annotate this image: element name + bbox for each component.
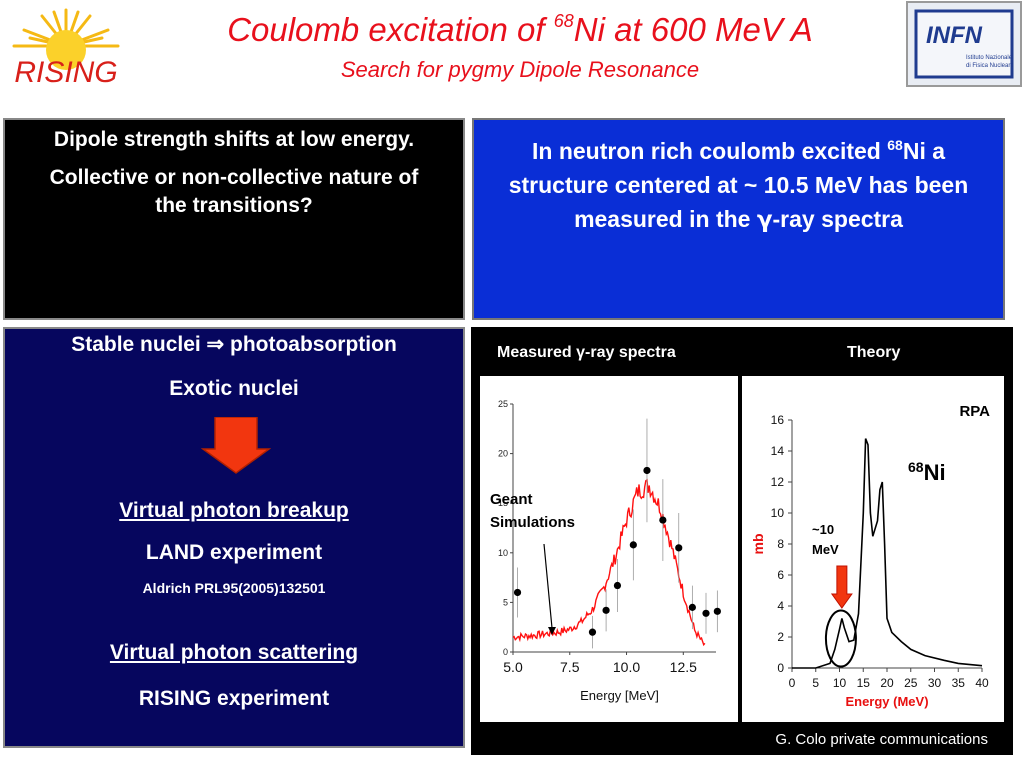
chart-title-rpa: RPA: [959, 403, 990, 420]
data-point: [659, 516, 667, 524]
x-axis-label: Energy (MeV): [845, 694, 928, 709]
y-tick-label: 5: [503, 597, 508, 607]
x-tick-label: 0: [789, 676, 796, 690]
x-tick-label: 40: [975, 676, 989, 690]
measured-spectra-header: Measured γ-ray spectra: [497, 344, 676, 361]
rpa-spectrum-chart: RPA 0 2 4 6 8 10 12 14 16 0 5 10 15 20 25 30 35 40 Energy (…: [750, 403, 990, 709]
down-arrow-icon: [201, 417, 271, 474]
y-tick-label: 0: [503, 647, 508, 657]
stable-nuclei-text: Stable nuclei ⇒ photoabsorption: [71, 333, 397, 356]
peak-annotation-line2: MeV: [812, 542, 839, 557]
geant-annotation-line2: Simulations: [490, 514, 575, 531]
sun-icon: [12, 8, 120, 70]
y-tick-label: 0: [777, 661, 784, 675]
page-title: Coulomb excitation of 68Ni at 600 MeV A: [227, 11, 813, 48]
x-tick-label: 20: [880, 676, 894, 690]
theory-header: Theory: [847, 344, 901, 361]
data-point: [513, 588, 522, 597]
y-tick-label: 20: [498, 449, 508, 459]
measured-spectrum-panel: 0 5 10 15 20 25 5.0 7.5 10.0 12.5 Energy [MeV] Gean…: [480, 376, 738, 722]
data-point: [675, 544, 683, 552]
infn-logo: INFN Istituto Nazionale di Fisica Nuclea…: [906, 1, 1022, 87]
peak-highlight-circle: [824, 609, 857, 668]
x-tick-label: 25: [904, 676, 918, 690]
x-tick-label: 5: [812, 676, 819, 690]
rising-experiment-text: RISING experiment: [138, 687, 330, 710]
data-point: [602, 606, 610, 614]
rising-logo-text: RISING: [14, 56, 117, 88]
x-tick-label: 12.5: [670, 659, 697, 675]
rising-logo: RISING: [12, 8, 120, 88]
x-tick-label: 35: [952, 676, 966, 690]
data-point: [613, 581, 622, 590]
annotation-arrowhead: [548, 627, 556, 635]
data-point: [713, 607, 721, 615]
virtual-photon-scattering-text: Virtual photon scattering: [109, 641, 359, 664]
gamma-symbol: γ: [756, 207, 773, 233]
dipole-strength-text: Dipole strength shifts at low energy.: [53, 128, 415, 151]
y-tick-label: 16: [771, 413, 785, 427]
peak-arrow-icon: [830, 565, 853, 609]
y-tick-label: 2: [777, 630, 784, 644]
virtual-photon-breakup-text: Virtual photon breakup: [119, 499, 349, 522]
y-tick-label: 10: [498, 548, 508, 558]
infn-logo-text: INFN: [926, 22, 983, 49]
exotic-nuclei-text: Exotic nuclei: [169, 377, 299, 400]
y-tick-label: 6: [777, 568, 784, 582]
page-subtitle: Search for pygmy Dipole Resonance: [340, 57, 700, 82]
x-tick-label: 30: [928, 676, 942, 690]
dipole-strength-box: Dipole strength shifts at low energy. Co…: [3, 118, 465, 320]
peak-annotation-line1: ~10: [812, 522, 834, 537]
data-point: [629, 541, 637, 549]
x-tick-label: 15: [857, 676, 871, 690]
y-tick-label: 12: [771, 475, 785, 489]
collective-question-text: Collective or non-collective nature of t…: [49, 166, 419, 217]
nucleus-label: 68Ni: [908, 459, 946, 485]
measured-spectrum-chart: 0 5 10 15 20 25 5.0 7.5 10.0 12.5 Energy [MeV] Gean…: [490, 399, 721, 703]
data-point: [688, 603, 696, 611]
y-tick-label: 4: [777, 599, 784, 613]
rpa-strength-line: [792, 438, 983, 669]
y-tick-label: 8: [777, 537, 784, 551]
experiments-box: Stable nuclei ⇒ photoabsorption Exotic n…: [3, 327, 465, 748]
y-tick-label: 10: [771, 506, 785, 520]
y-tick-label: 15: [498, 498, 508, 508]
simulation-histogram-line: [512, 478, 706, 647]
infn-logo-subtext-2: di Fisica Nucleare: [966, 63, 1014, 69]
data-point: [702, 609, 710, 617]
mass-number: 68: [887, 137, 903, 153]
aldrich-reference-text: Aldrich PRL95(2005)132501: [142, 580, 326, 596]
x-tick-label: 7.5: [560, 659, 580, 675]
annotation-arrow-line: [543, 543, 553, 629]
y-tick-label: 25: [498, 399, 508, 409]
infn-logo-subtext-1: Istituto Nazionale: [966, 55, 1013, 61]
data-point: [643, 466, 651, 475]
title-mass-number: 68: [553, 11, 574, 31]
data-point: [588, 628, 597, 636]
land-experiment-text: LAND experiment: [145, 541, 323, 564]
y-tick-label: 14: [771, 444, 785, 458]
x-tick-label: 10.0: [613, 659, 640, 675]
measurement-summary-box: In neutron rich coulomb excited 68Ni a s…: [472, 118, 1005, 320]
x-tick-label: 5.0: [503, 659, 523, 675]
y-axis-label: mb: [750, 534, 766, 555]
x-tick-label: 10: [833, 676, 847, 690]
geant-annotation-line1: Geant: [490, 491, 533, 508]
x-axis-label: Energy [MeV]: [580, 688, 659, 703]
footnote-text: G. Colo private communications: [775, 731, 988, 748]
theory-spectrum-panel: RPA 0 2 4 6 8 10 12 14 16 0 5 10 15 20 25 30 35 40 Energy (…: [742, 376, 1004, 722]
